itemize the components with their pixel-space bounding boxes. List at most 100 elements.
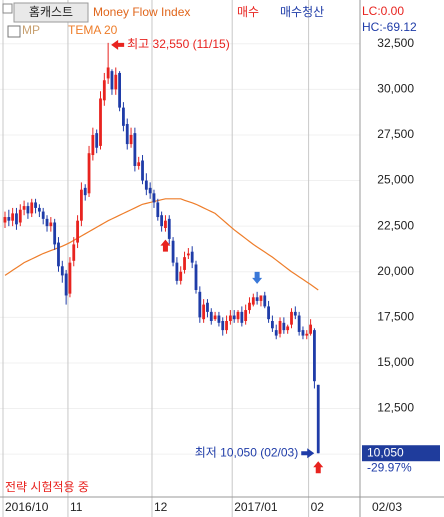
candle-body: [95, 133, 99, 148]
strategy-note: 전략 시험적용 중: [5, 480, 89, 494]
x-tick-label: 02: [311, 500, 325, 514]
candle-body: [316, 384, 320, 454]
candle-body: [225, 320, 228, 331]
last-price-label: 10,050: [367, 445, 404, 459]
candle-body: [240, 311, 244, 323]
candle-body: [7, 217, 11, 221]
change-label: -29.97%: [367, 460, 412, 474]
candle-body: [194, 264, 198, 290]
x-tick-label: 2017/01: [234, 500, 278, 514]
stock-box[interactable]: [13, 2, 89, 23]
candle-body: [133, 133, 137, 166]
candle-body: [106, 67, 110, 79]
candle-body: [18, 209, 22, 223]
candle-body: [290, 311, 293, 325]
cursor-date: 02/03: [372, 500, 402, 514]
low-arrow: [301, 448, 315, 459]
overlay-label: TEMA 20: [68, 23, 118, 37]
candle-body: [221, 320, 225, 331]
candle-body: [313, 330, 316, 382]
candle-body: [125, 124, 129, 145]
candle-body: [141, 160, 144, 181]
candle-body: [137, 162, 141, 166]
candle-body: [64, 273, 68, 296]
candle-body: [102, 80, 106, 101]
candle-body: [190, 251, 194, 263]
candle-body: [37, 207, 41, 212]
candle-body: [171, 240, 175, 263]
lc-label: LC:0.00: [362, 4, 404, 18]
candle-body: [91, 134, 95, 156]
candle-body: [278, 320, 282, 334]
candle-body: [122, 107, 125, 126]
candle-body: [206, 302, 209, 312]
candle-body: [267, 306, 270, 320]
candle-body: [72, 244, 76, 261]
last-price-box: [362, 445, 440, 462]
candle-body: [152, 193, 156, 203]
stock-name: 홈캐스트: [29, 5, 73, 19]
y-tick-label: 25,000: [377, 173, 414, 187]
candle-body: [183, 257, 186, 270]
sell-signal: [252, 271, 263, 284]
indicator-label: 매수청산: [280, 5, 324, 19]
y-tick-label: 32,500: [377, 36, 414, 50]
candle-body: [53, 222, 57, 245]
candle-body: [83, 187, 87, 196]
x-tick-label: 12: [154, 500, 168, 514]
candle-body: [175, 262, 179, 281]
candle-body: [80, 189, 83, 221]
candle-body: [57, 242, 60, 267]
candle-body: [110, 71, 114, 90]
candle-body: [228, 315, 232, 321]
candle-body: [251, 297, 255, 305]
candle-body: [99, 98, 102, 146]
candle-body: [297, 315, 301, 332]
candle-body: [41, 211, 45, 219]
candle-body: [22, 206, 26, 210]
candle-body: [293, 311, 297, 316]
candle-body: [198, 291, 202, 318]
y-tick-label: 20,000: [377, 264, 414, 278]
candle-body: [255, 297, 259, 301]
candle-body: [286, 326, 290, 331]
buy-signal: [160, 239, 171, 252]
candle-body: [259, 295, 263, 301]
candle-body: [68, 262, 72, 294]
buy-signal: [313, 461, 324, 474]
candle-body: [282, 322, 286, 331]
checkbox-icon[interactable]: [2, 3, 13, 14]
candle-body: [164, 220, 167, 228]
candle-body: [301, 330, 305, 336]
candle-body: [118, 72, 121, 108]
x-tick-label: 2016/10: [5, 500, 49, 514]
grid-icon[interactable]: [7, 25, 21, 38]
candle-body: [76, 220, 79, 243]
candle-body: [213, 315, 217, 320]
indicator-label: 매수: [237, 5, 259, 19]
candle-body: [3, 217, 7, 223]
y-tick-label: 15,000: [377, 355, 414, 369]
candle-body: [217, 315, 221, 323]
candle-body: [179, 271, 183, 281]
candle-body: [186, 253, 190, 256]
indicator-label: Money Flow Index: [93, 5, 190, 19]
high-arrow: [111, 39, 125, 50]
candle-body: [87, 153, 91, 194]
high-annotation: 최고 32,550 (11/15): [127, 37, 230, 51]
low-annotation: 최저 10,050 (02/03): [195, 445, 298, 459]
candle-body: [129, 134, 133, 145]
candle-body: [114, 74, 118, 90]
candle-body: [45, 218, 49, 227]
candle-body: [144, 180, 148, 190]
x-tick-label: 11: [70, 500, 83, 514]
candle-body: [15, 213, 18, 225]
candle-body: [34, 202, 37, 208]
candle-body: [305, 333, 309, 336]
y-tick-label: 22,500: [377, 218, 414, 232]
candle-body: [248, 302, 251, 311]
y-tick-label: 17,500: [377, 310, 414, 324]
candle-body: [209, 311, 213, 321]
